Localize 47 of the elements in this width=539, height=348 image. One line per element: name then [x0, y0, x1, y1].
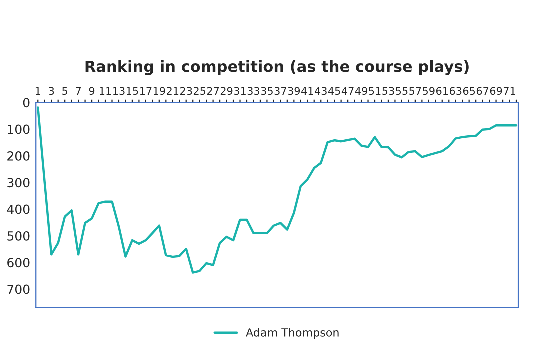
y-tick-label: 500	[8, 231, 30, 241]
x-tick-label: 59	[423, 87, 435, 96]
line-series	[37, 106, 518, 274]
x-tick-label: 37	[274, 87, 286, 96]
x-tick-label: 51	[369, 87, 381, 96]
x-tick-label: 1	[36, 87, 40, 95]
x-tick-label: 25	[194, 87, 206, 96]
x-tick-label: 39	[288, 87, 300, 96]
x-tick-label: 11	[100, 87, 112, 95]
legend-label: Adam Thompson	[246, 328, 339, 340]
y-tick-label: 400	[7, 204, 30, 214]
x-tick-label: 31	[234, 87, 246, 96]
x-tick-label: 53	[382, 87, 394, 96]
y-tick-label: 0	[23, 98, 30, 108]
x-tick-label: 35	[261, 87, 273, 96]
x-tick-label: 65	[463, 87, 476, 96]
x-tick-label: 29	[220, 87, 233, 96]
y-tick-label: 300	[8, 178, 30, 188]
x-tick-label: 49	[355, 87, 368, 96]
x-tick-label: 57	[410, 87, 422, 96]
x-tick-label: 23	[180, 87, 192, 96]
x-tick-label: 3	[49, 87, 54, 96]
x-tick-label: 61	[436, 87, 448, 96]
x-tick-label: 67	[476, 87, 489, 96]
x-tick-label: 33	[248, 87, 260, 96]
x-tick-label: 71	[504, 87, 516, 95]
y-tick-label: 600	[8, 258, 30, 268]
x-tick-label: 45	[328, 87, 340, 96]
x-tick-label: 55	[396, 87, 408, 96]
x-tick-label: 41	[302, 87, 314, 95]
chart-title: Ranking in competition (as the course plays)	[86, 60, 469, 76]
x-tick-label: 9	[89, 87, 95, 96]
x-tick-label: 5	[62, 87, 68, 96]
x-tick-label: 69	[490, 87, 502, 96]
x-tick-label: 13	[114, 87, 125, 96]
x-tick-label: 19	[154, 87, 166, 96]
x-tick-label: 7	[76, 87, 81, 95]
y-tick-label: 200	[8, 151, 30, 161]
y-tick-label: 100	[8, 124, 30, 134]
y-tick-label: 700	[8, 284, 30, 294]
x-tick-label: 63	[450, 87, 462, 96]
x-tick-label: 43	[314, 87, 327, 96]
x-tick-label: 15	[126, 87, 138, 96]
x-tick-label: 21	[167, 87, 179, 95]
x-tick-label: 17	[140, 87, 152, 95]
x-tick-label: 47	[342, 87, 354, 95]
x-tick-label: 27	[207, 87, 220, 95]
